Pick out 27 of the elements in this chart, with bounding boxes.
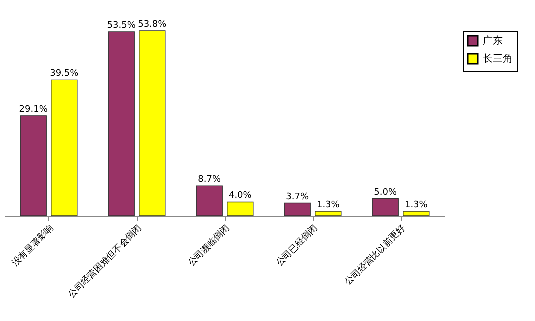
x-tick-label: 公司经营比以前更好 [343,222,408,288]
bar [227,202,254,216]
data-label: 1.3% [404,200,428,211]
x-tick-label: 公司已经倒闭 [274,222,320,269]
bar [20,116,47,216]
x-tick-label: 公司濒临倒闭 [186,222,232,269]
legend-label: 广东 [483,35,503,47]
data-label: 53.8% [138,20,168,30]
data-label: 4.0% [228,191,252,202]
data-label: 1.3% [316,200,340,211]
data-label: 3.7% [286,192,310,202]
bar [51,80,78,216]
data-label: 5.0% [374,188,398,198]
bar [315,211,342,216]
data-label: 29.1% [19,104,48,115]
data-label: 8.7% [198,175,222,186]
data-label: 53.5% [107,21,136,32]
bar [108,32,135,216]
bar [372,198,399,216]
bar [403,211,430,216]
data-label: 39.5% [50,69,80,80]
x-tick-label: 公司经营困难但不会倒闭 [66,222,144,301]
bar [196,186,223,216]
legend-label: 长三角 [483,53,513,65]
bar [284,202,311,216]
x-tick-label: 没有显著影响 [10,222,56,269]
bar [139,30,166,216]
